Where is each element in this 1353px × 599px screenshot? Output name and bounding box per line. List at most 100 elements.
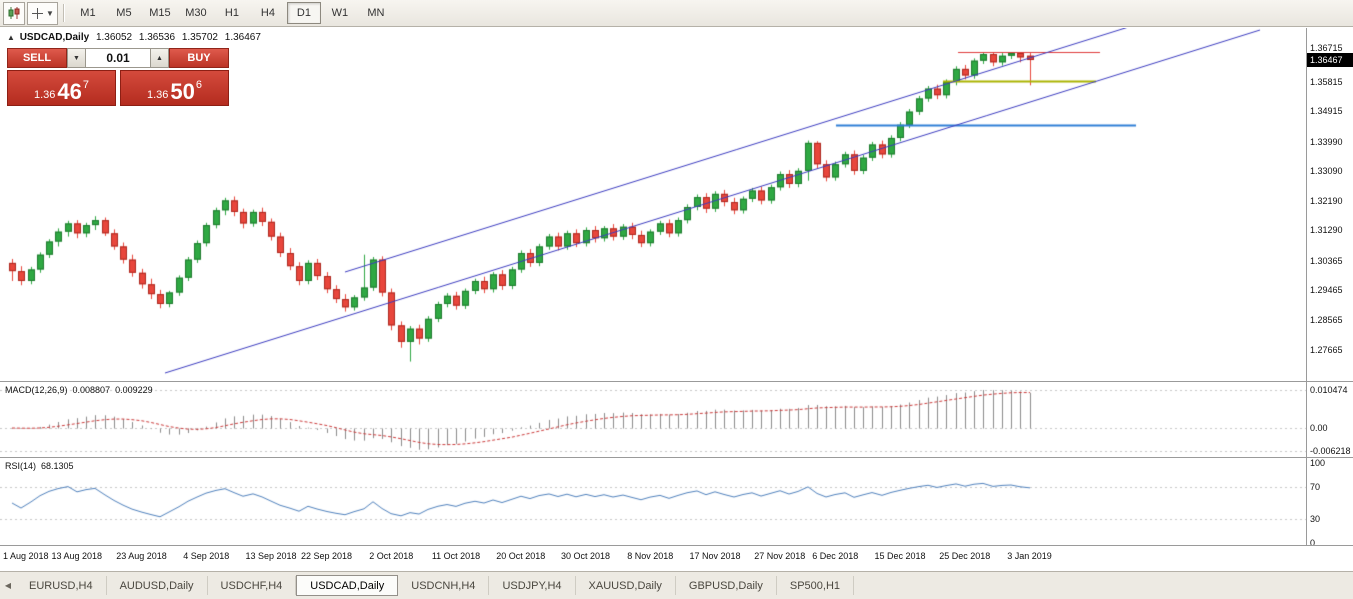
date-axis-label: 4 Sep 2018 — [183, 551, 230, 561]
ohlc-high: 1.36536 — [138, 32, 176, 43]
tab-audusd-daily[interactable]: AUDUSD,Daily — [107, 576, 208, 595]
triangle-left-icon: ◀ — [4, 581, 12, 590]
tab-usdjpy-h4[interactable]: USDJPY,H4 — [489, 576, 576, 595]
rsi-name: RSI(14) — [5, 461, 37, 471]
date-axis-label: 8 Nov 2018 — [627, 551, 674, 561]
date-axis-label: 3 Jan 2019 — [1007, 551, 1052, 561]
price-axis-separator — [1306, 28, 1307, 546]
tab-eurusd-h4[interactable]: EURUSD,H4 — [16, 576, 107, 595]
date-axis[interactable]: 1 Aug 2018 13 Aug 2018 23 Aug 2018 4 Sep 20… — [0, 546, 1353, 571]
timeframe-button-d1[interactable]: D1 — [286, 2, 321, 24]
sell-price-main: 46 — [57, 79, 82, 104]
sell-price-sup: 7 — [82, 79, 90, 91]
chart-icon: ▲ — [7, 33, 15, 42]
chart-symbol: USDCAD,Daily — [19, 32, 90, 43]
date-axis-label: 23 Aug 2018 — [116, 551, 167, 561]
rsi-axis-label: 100 — [1310, 458, 1326, 468]
buy-price-main: 50 — [170, 79, 195, 104]
timeframe-button-m1[interactable]: M1 — [80, 7, 96, 19]
price-axis-label: 1.36715 — [1310, 42, 1343, 53]
buy-price-prefix: 1.36 — [146, 89, 169, 101]
date-axis-label: 27 Nov 2018 — [754, 551, 806, 561]
toolbar-separator — [62, 4, 65, 22]
tab-gbpusd-daily[interactable]: GBPUSD,Daily — [676, 576, 777, 595]
tab-sp500-h1[interactable]: SP500,H1 — [777, 576, 855, 595]
timeframe-button-h4[interactable]: H4 — [260, 7, 275, 19]
sell-price-prefix: 1.36 — [33, 89, 56, 101]
macd-axis-label: -0.006218 — [1310, 446, 1351, 456]
buy-button[interactable]: BUY — [169, 48, 229, 68]
date-axis-label: 15 Dec 2018 — [874, 551, 926, 561]
chevron-down-icon: ▼ — [46, 8, 54, 18]
chart-ohlc-header: ▲ USDCAD,Daily 1.36052 1.36536 1.35702 1… — [7, 32, 265, 43]
rsi-axis-label: 0 — [1310, 538, 1316, 548]
tab-usdcad-daily[interactable]: USDCAD,Daily — [296, 575, 399, 596]
timeframe-button-w1[interactable]: W1 — [331, 7, 349, 19]
timeframe-button-m15[interactable]: M15 — [149, 7, 171, 19]
timeframe-button-h1[interactable]: H1 — [224, 7, 239, 19]
timeframe-button-m5[interactable]: M5 — [116, 7, 132, 19]
trade-prices-row: 1.36 46 7 1.36 50 6 — [7, 70, 229, 106]
date-axis-label: 11 Oct 2018 — [431, 551, 481, 561]
chart-type-button[interactable] — [3, 1, 25, 25]
macd-value-signal: 0.009229 — [115, 385, 153, 395]
one-click-trading-panel: SELL ▼ 0.01 ▲ BUY 1.36 46 7 1.36 50 6 — [7, 48, 229, 106]
chevron-up-icon: ▲ — [156, 54, 163, 62]
tab-usdcnh-h4[interactable]: USDCNH,H4 — [398, 576, 490, 595]
tab-scroll-left-button[interactable]: ◀ — [0, 577, 16, 595]
sell-button[interactable]: SELL — [7, 48, 67, 68]
rsi-indicator-canvas[interactable] — [0, 458, 1306, 545]
date-axis-label: 1 Aug 2018 — [3, 551, 49, 561]
trade-controls-row: SELL ▼ 0.01 ▲ BUY — [7, 48, 229, 68]
macd-axis-label: 0.00 — [1310, 423, 1328, 433]
date-axis-label: 17 Nov 2018 — [689, 551, 741, 561]
tab-usdchf-h4[interactable]: USDCHF,H4 — [208, 576, 297, 595]
timeframe-group: M1 M5 M15 M30 H1 H4 D1 W1 MN — [70, 2, 394, 24]
price-axis-label: 1.28565 — [1310, 314, 1343, 325]
panel-separator — [0, 545, 1353, 546]
price-axis-label: 1.30365 — [1310, 255, 1343, 266]
price-axis-label: 1.32190 — [1310, 195, 1343, 206]
timeframe-button-mn[interactable]: MN — [367, 7, 385, 19]
rsi-value: 68.1305 — [41, 461, 74, 471]
price-axis-label: 1.29465 — [1310, 285, 1343, 296]
timeframe-button-m30[interactable]: M30 — [185, 7, 207, 19]
chart-tab-bar: ◀ EURUSD,H4 AUDUSD,Daily USDCHF,H4 USDCAD,D… — [0, 571, 1353, 599]
panel-separator[interactable] — [0, 381, 1353, 382]
panel-separator[interactable] — [0, 457, 1353, 458]
current-price-badge: 1.36467 — [1306, 53, 1353, 68]
cursor-tool-button[interactable]: ▼ — [27, 1, 58, 25]
candlestick-chart-icon — [7, 6, 21, 20]
date-axis-label: 6 Dec 2018 — [812, 551, 859, 561]
price-axis-label: 1.35815 — [1310, 76, 1343, 87]
macd-value-main: 0.008807 — [72, 385, 111, 395]
date-axis-label: 13 Aug 2018 — [51, 551, 103, 561]
ohlc-low: 1.35702 — [181, 32, 218, 43]
volume-increase-button[interactable]: ▲ — [150, 48, 169, 68]
macd-indicator-canvas[interactable] — [0, 382, 1306, 457]
sell-price-display[interactable]: 1.36 46 7 — [7, 70, 116, 106]
macd-name: MACD(12,26,9) — [5, 385, 68, 395]
volume-decrease-button[interactable]: ▼ — [67, 48, 86, 68]
date-axis-label: 13 Sep 2018 — [245, 551, 297, 561]
tab-xauusd-daily[interactable]: XAUUSD,Daily — [576, 576, 676, 595]
rsi-axis-label: 70 — [1310, 482, 1321, 492]
price-axis-label: 1.33990 — [1310, 136, 1343, 147]
price-axis[interactable]: 1.36467 1.36715 1.35815 1.34915 1.33990 1.33… — [1306, 28, 1353, 548]
price-axis-label: 1.34915 — [1310, 106, 1343, 117]
chevron-down-icon: ▼ — [73, 54, 80, 62]
volume-field[interactable]: 0.01 — [86, 48, 150, 68]
ohlc-close: 1.36467 — [224, 32, 261, 43]
price-axis-label: 1.27665 — [1310, 344, 1343, 355]
date-axis-label: 25 Dec 2018 — [939, 551, 991, 561]
ohlc-open: 1.36052 — [95, 32, 133, 43]
rsi-axis-label: 30 — [1310, 514, 1321, 524]
price-axis-label: 1.33090 — [1310, 166, 1343, 177]
price-axis-label: 1.31290 — [1310, 225, 1343, 236]
buy-price-display[interactable]: 1.36 50 6 — [120, 70, 229, 106]
rsi-label: RSI(14) 68.1305 — [5, 461, 79, 471]
macd-label: MACD(12,26,9) 0.008807 0.009229 — [5, 385, 158, 395]
macd-axis-label: 0.010474 — [1310, 385, 1348, 395]
date-axis-label: 20 Oct 2018 — [496, 551, 546, 561]
